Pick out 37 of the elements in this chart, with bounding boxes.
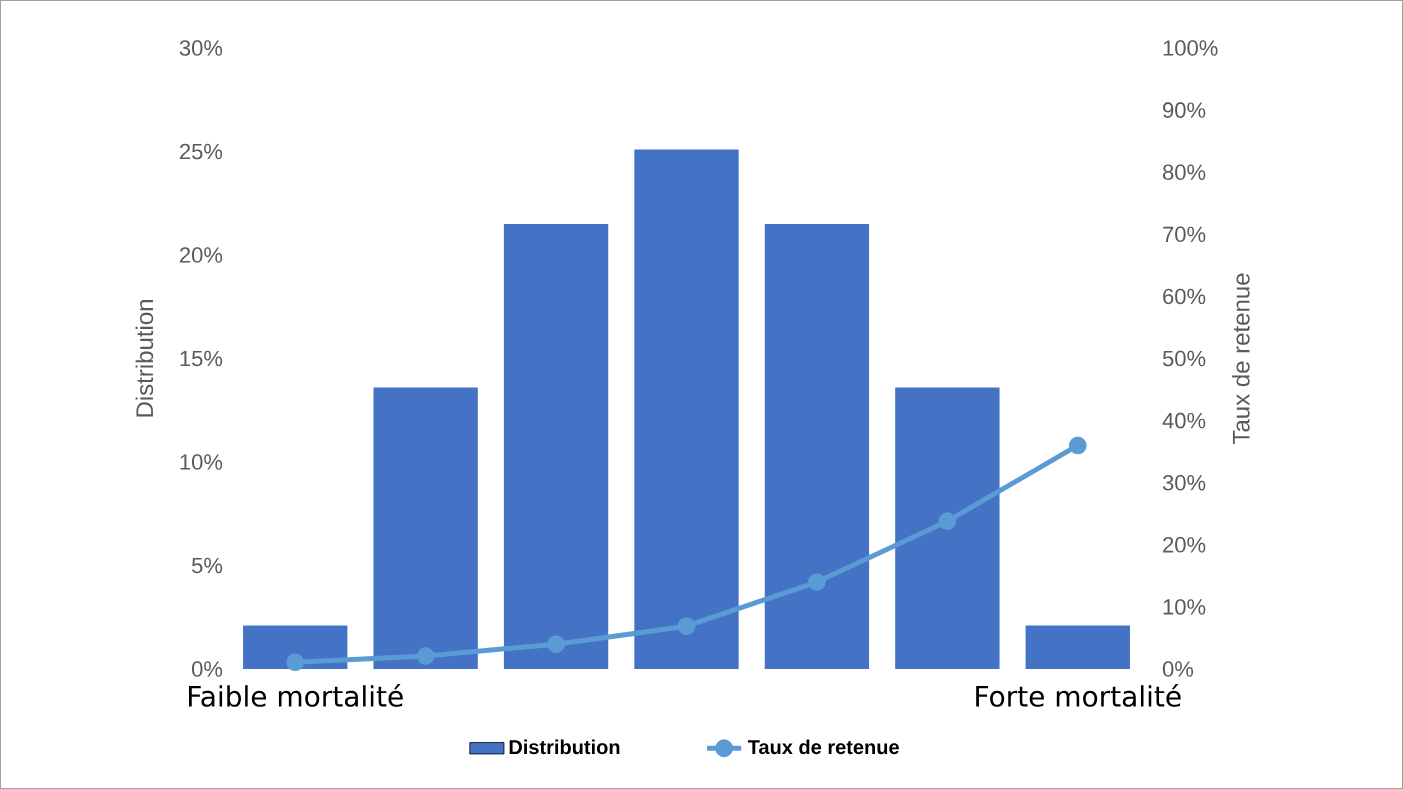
point [677, 617, 696, 636]
y-tick-label: 25% [180, 143, 223, 160]
bar [764, 223, 870, 669]
y2-tick-label: 60% [1163, 288, 1206, 305]
x-tick-label: Faible mortalité [188, 684, 403, 707]
y-tick-label: 15% [180, 350, 223, 367]
y-tick-label: 0% [191, 661, 223, 677]
y2-tick-label: 50% [1162, 350, 1206, 367]
y2-axis-title: Taux de retenue [1232, 273, 1250, 445]
bar [373, 387, 478, 669]
x-tick-label: Forte mortalité [976, 684, 1181, 707]
y2-tick-label: 100% [1163, 40, 1218, 56]
point [1068, 436, 1087, 455]
y2-tick-label: 30% [1162, 474, 1206, 491]
legend-label: Taux de retenue [747, 739, 899, 755]
y-axis-title: Distribution [135, 300, 154, 417]
y2-tick-label: 90% [1163, 102, 1206, 118]
point [416, 647, 435, 665]
bar [634, 149, 739, 669]
point [938, 512, 957, 531]
legend-label: Distribution [509, 739, 620, 755]
y2-tick-label: 40% [1162, 412, 1206, 429]
y-tick-label: 5% [192, 557, 223, 574]
y2-tick-label: 20% [1163, 537, 1206, 553]
y2-tick-label: 80% [1163, 164, 1206, 180]
y2-tick-label: 0% [1162, 661, 1194, 677]
point [808, 573, 826, 591]
y2-tick-label: 70% [1163, 226, 1206, 243]
point [547, 635, 565, 654]
y-tick-label: 30% [179, 40, 223, 56]
y-tick-label: 10% [180, 454, 223, 470]
y-tick-label: 20% [180, 247, 223, 263]
bar [1025, 625, 1130, 669]
bar [503, 223, 609, 669]
bar [895, 387, 1000, 669]
y2-tick-label: 10% [1163, 599, 1206, 615]
point [286, 653, 305, 672]
